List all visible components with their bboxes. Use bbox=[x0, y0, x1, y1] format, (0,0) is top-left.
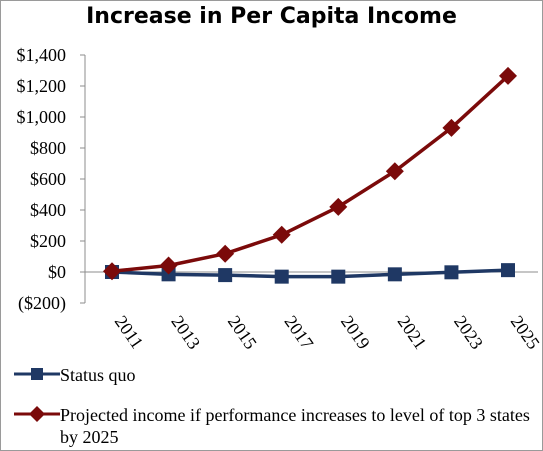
x-tick-label: 2019 bbox=[337, 312, 374, 353]
y-tick-label: $1,200 bbox=[17, 76, 67, 96]
data-point-square bbox=[218, 268, 233, 283]
data-point-diamond bbox=[272, 225, 291, 244]
legend-marker-diamond-icon bbox=[14, 406, 60, 422]
x-tick-label: 2025 bbox=[507, 312, 543, 353]
legend-item-projected-income: Projected income if performance increase… bbox=[14, 404, 539, 448]
data-point-diamond bbox=[442, 118, 461, 137]
y-tick-label: ($200) bbox=[18, 293, 66, 314]
data-point-square bbox=[387, 267, 402, 282]
legend-label-status-quo: Status quo bbox=[60, 365, 136, 385]
y-tick-label: $0 bbox=[48, 262, 66, 282]
legend-marker-square-icon bbox=[14, 368, 60, 380]
legend-item-status-quo: Status quo bbox=[14, 364, 136, 386]
y-tick-label: $800 bbox=[30, 138, 66, 158]
data-point-diamond bbox=[216, 244, 235, 263]
data-point-square bbox=[501, 263, 515, 278]
x-tick-label: 2013 bbox=[167, 312, 204, 353]
data-point-square bbox=[274, 269, 289, 284]
x-tick-label: 2015 bbox=[224, 312, 261, 353]
data-point-diamond bbox=[499, 66, 517, 85]
legend-label-projected-income: Projected income if performance increase… bbox=[60, 405, 530, 447]
data-point-diamond bbox=[329, 197, 348, 216]
y-tick-label: $1,000 bbox=[17, 107, 67, 127]
series-line-1 bbox=[111, 74, 510, 273]
series-line-0 bbox=[111, 268, 509, 279]
data-point-square bbox=[331, 269, 346, 284]
y-tick-label: $600 bbox=[30, 169, 66, 189]
x-tick-label: 2011 bbox=[111, 312, 148, 352]
data-point-diamond bbox=[385, 162, 404, 181]
data-point-diamond bbox=[159, 256, 178, 275]
y-tick-label: $1,400 bbox=[17, 45, 67, 65]
x-tick-label: 2023 bbox=[450, 312, 487, 353]
y-tick-label: $400 bbox=[30, 200, 66, 220]
x-tick-label: 2017 bbox=[280, 312, 317, 353]
y-tick-label: $200 bbox=[30, 231, 66, 251]
chart-title: Increase in Per Capita Income bbox=[86, 4, 457, 29]
data-point-square bbox=[444, 265, 459, 280]
data-point-diamond bbox=[103, 262, 121, 281]
x-tick-label: 2021 bbox=[394, 312, 431, 353]
